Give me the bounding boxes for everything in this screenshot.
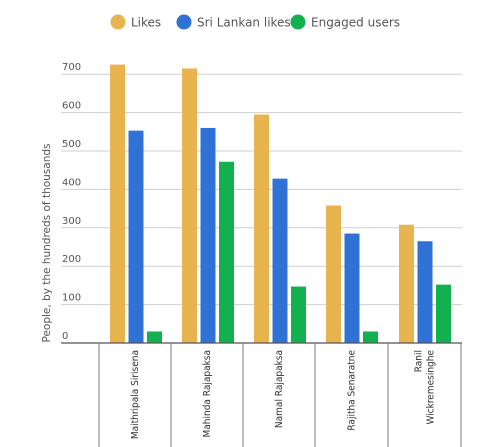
y-tick-label: 200 xyxy=(62,254,81,265)
y-axis-ticks: 0 100 200 300 400 500 600 700 xyxy=(62,62,81,342)
bar-engaged-users-3 xyxy=(363,331,378,343)
legend-label: Likes xyxy=(131,16,161,30)
bar-likes-4 xyxy=(399,224,414,343)
y-tick-label: 400 xyxy=(62,177,81,188)
x-category-label: Wickremesinghe xyxy=(426,350,437,425)
x-category-label: Ranil xyxy=(414,350,425,372)
bar-engaged-users-2 xyxy=(291,286,306,343)
bar-sri-lankan-likes-2 xyxy=(272,178,288,343)
x-category-label: Maithripala Sirisena xyxy=(130,350,141,439)
bar-engaged-users-0 xyxy=(147,331,162,343)
legend-swatch xyxy=(290,14,306,30)
bar-sri-lankan-likes-3 xyxy=(344,233,360,343)
bar-engaged-users-1 xyxy=(219,161,234,343)
y-tick-label: 100 xyxy=(62,293,81,304)
bars xyxy=(110,64,451,344)
y-tick-label: 500 xyxy=(62,139,81,150)
y-tick-label: 0 xyxy=(62,331,68,342)
legend-label: Engaged users xyxy=(311,16,400,30)
bar-sri-lankan-likes-1 xyxy=(200,127,216,344)
bar-sri-lankan-likes-4 xyxy=(417,241,433,343)
legend: Likes Sri Lankan likes Engaged users xyxy=(110,14,400,30)
bar-likes-2 xyxy=(254,114,269,344)
y-tick-label: 300 xyxy=(62,216,81,227)
x-category-label: Mahinda Rajapaksa xyxy=(202,350,213,437)
bar-sri-lankan-likes-0 xyxy=(128,130,144,343)
y-tick-label: 700 xyxy=(62,62,81,73)
y-tick-label: 600 xyxy=(62,101,81,112)
legend-swatch xyxy=(110,14,126,30)
y-axis-title: People, by the hundreds of thousands xyxy=(41,144,53,343)
bar-likes-1 xyxy=(182,68,197,343)
x-category-label: Namal Rajapaksa xyxy=(274,350,285,428)
legend-label: Sri Lankan likes xyxy=(197,16,291,30)
legend-swatch xyxy=(176,14,192,30)
bar-likes-3 xyxy=(326,205,341,343)
bar-likes-0 xyxy=(110,64,125,343)
bar-engaged-users-4 xyxy=(436,284,451,343)
x-axis: Maithripala Sirisena Mahinda Rajapaksa Nam… xyxy=(61,342,462,447)
x-category-label: Rajitha Senaratne xyxy=(347,350,358,431)
